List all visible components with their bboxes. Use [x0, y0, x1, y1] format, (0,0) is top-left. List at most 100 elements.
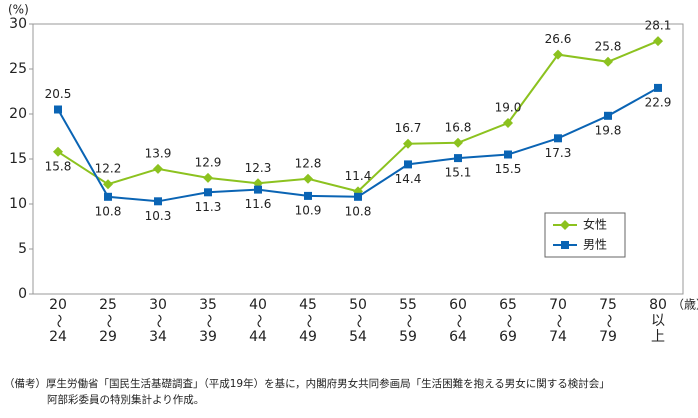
x-tick-label: 64: [449, 329, 467, 345]
x-tick-label: 59: [399, 329, 417, 345]
x-tick-label: 74: [549, 329, 567, 345]
x-tick-label: 75: [599, 297, 617, 313]
x-tick-label: ～: [550, 314, 566, 328]
data-label: 12.2: [95, 162, 122, 176]
x-tick-label: ～: [250, 314, 266, 328]
data-label: 15.5: [495, 162, 522, 176]
data-label: 17.3: [545, 146, 572, 160]
x-tick-label: 34: [149, 329, 167, 345]
point: [653, 36, 663, 47]
point: [103, 179, 113, 190]
x-tick-label: 30: [149, 297, 167, 313]
y-tick-label: 10: [9, 196, 27, 212]
data-label: 15.1: [445, 166, 472, 180]
data-label: 12.9: [195, 155, 222, 169]
y-unit: (%): [8, 3, 29, 17]
y-tick-label: 20: [9, 106, 27, 122]
x-tick-label: 49: [299, 329, 317, 345]
data-label: 12.8: [295, 156, 322, 170]
data-label: 15.8: [45, 159, 72, 173]
data-label: 28.1: [645, 19, 672, 33]
point: [354, 192, 362, 201]
data-label: 20.5: [45, 87, 72, 101]
point: [553, 49, 563, 60]
x-tick-label: ～: [150, 314, 166, 328]
point: [304, 191, 312, 200]
data-label: 26.6: [545, 32, 572, 46]
point: [404, 160, 412, 169]
x-tick-label: 44: [249, 329, 267, 345]
point: [654, 83, 662, 92]
legend-label: 男性: [583, 238, 607, 252]
data-label: 22.9: [645, 95, 672, 109]
data-label: 16.8: [445, 120, 472, 134]
x-tick-label: 上: [651, 329, 665, 345]
point: [104, 192, 112, 201]
x-tick-label: 79: [599, 329, 617, 345]
y-tick-label: 5: [18, 241, 27, 257]
point: [303, 173, 313, 184]
x-tick-label: 69: [499, 329, 517, 345]
x-tick-label: 80: [649, 297, 667, 313]
x-unit: （歳）: [672, 298, 698, 312]
point: [603, 56, 613, 67]
data-label: 25.8: [595, 39, 622, 53]
point: [54, 105, 62, 114]
x-tick-label: ～: [300, 314, 316, 328]
data-label: 10.8: [345, 204, 372, 218]
data-label: 10.3: [145, 209, 172, 223]
data-label: 10.8: [95, 204, 122, 218]
point: [454, 154, 462, 163]
legend-marker: [561, 241, 569, 249]
data-label: 13.9: [145, 146, 172, 160]
data-label: 10.9: [295, 203, 322, 217]
x-tick-label: ～: [200, 314, 216, 328]
x-tick-label: 70: [549, 297, 567, 313]
y-tick-label: 15: [9, 151, 27, 167]
legend-box: [544, 212, 626, 258]
point: [203, 172, 213, 183]
data-label: 11.4: [345, 169, 372, 183]
point: [554, 134, 562, 143]
x-tick-label: 40: [249, 297, 267, 313]
data-label: 14.4: [395, 172, 422, 186]
x-tick-label: 29: [99, 329, 117, 345]
data-label: 12.3: [245, 161, 272, 175]
data-label: 11.3: [195, 200, 222, 214]
x-tick-label: ～: [450, 314, 466, 328]
x-tick-label: 60: [449, 297, 467, 313]
point: [453, 137, 463, 148]
x-tick-label: 54: [349, 329, 367, 345]
point: [154, 197, 162, 206]
data-label: 19.8: [595, 123, 622, 137]
x-tick-label: 24: [49, 329, 67, 345]
note: 阿部彩委員の特別集計より作成。: [47, 393, 204, 406]
y-tick-label: 0: [18, 286, 27, 302]
x-tick-label: 50: [349, 297, 367, 313]
note: （備考）厚生労働省「国民生活基礎調査」（平成19年）を基に，内閣府男女共同参画局…: [4, 377, 610, 390]
x-tick-label: ～: [400, 314, 416, 328]
point: [254, 185, 262, 194]
data-label: 16.7: [395, 121, 422, 135]
y-tick-label: 25: [9, 61, 27, 77]
series-line: [57, 87, 659, 203]
point: [604, 111, 612, 120]
point: [204, 188, 212, 197]
data-label: 19.0: [495, 101, 522, 115]
x-tick-label: 45: [299, 297, 317, 313]
point: [504, 150, 512, 159]
x-tick-label: 35: [199, 297, 217, 313]
legend-label: 女性: [583, 217, 607, 232]
point: [53, 146, 63, 157]
point: [403, 138, 413, 149]
x-tick-label: 39: [199, 329, 217, 345]
x-tick-label: 20: [49, 297, 67, 313]
x-tick-label: ～: [50, 314, 66, 328]
x-tick-label: 25: [99, 297, 117, 313]
legend-marker: [560, 220, 570, 230]
y-tick-label: 30: [9, 16, 27, 32]
point: [153, 163, 163, 174]
x-tick-label: ～: [500, 314, 516, 328]
x-tick-label: ～: [100, 314, 116, 328]
